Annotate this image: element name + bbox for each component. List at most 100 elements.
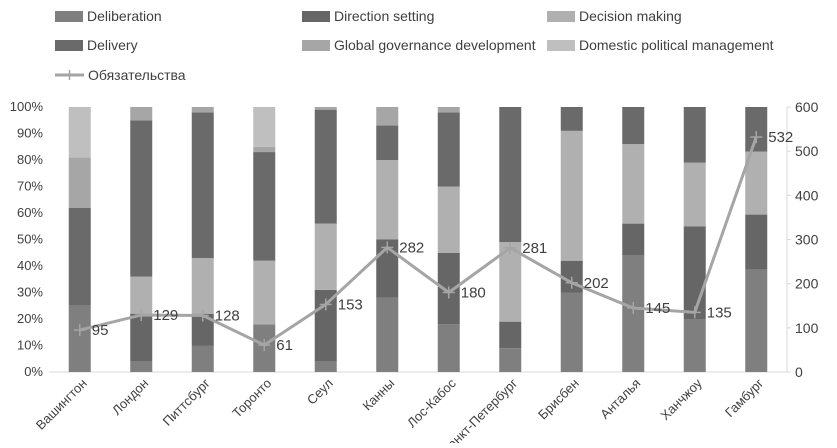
y-left-tick-label: 0% xyxy=(24,364,43,379)
line-point xyxy=(196,309,209,322)
legend-item: Domestic political management xyxy=(547,37,774,53)
legend-item: Delivery xyxy=(55,37,138,53)
bar-segment xyxy=(437,112,460,187)
line-point xyxy=(73,324,86,337)
legend-item-line: Обязательства xyxy=(55,67,186,83)
bar-segment xyxy=(130,276,153,314)
line-data-label: 153 xyxy=(338,296,363,313)
bar-segment xyxy=(130,120,153,277)
legend-label: Decision making xyxy=(579,8,682,24)
bar-segment xyxy=(376,160,399,240)
bar-segment xyxy=(314,109,337,224)
line-series xyxy=(73,131,763,352)
line-data-label: 532 xyxy=(768,129,793,146)
y-left-tick-label: 60% xyxy=(17,205,43,220)
bar-segment xyxy=(499,348,522,372)
line-point xyxy=(627,301,640,314)
y-left-tick-label: 20% xyxy=(17,311,43,326)
y-left-tick-label: 90% xyxy=(17,126,43,141)
bar-segment xyxy=(745,269,768,372)
bar-segment xyxy=(560,292,583,372)
legend: Deliberation Direction setting Decision ma… xyxy=(55,8,774,83)
bar-segment xyxy=(68,157,91,208)
bar-segment xyxy=(622,107,645,145)
x-tick-label: Гамбург xyxy=(722,375,767,420)
bar-segment xyxy=(191,107,214,113)
y-left-tick-label: 40% xyxy=(17,258,43,273)
y-right-tick-label: 300 xyxy=(795,232,819,248)
x-tick-label: Лос-Кабос xyxy=(404,375,459,430)
bar-segment xyxy=(68,207,91,306)
y-left-tick-label: 30% xyxy=(17,285,43,300)
bar-segment xyxy=(437,324,460,372)
y-left-tick-label: 70% xyxy=(17,179,43,194)
bar-segment xyxy=(437,186,460,253)
bar-segment xyxy=(499,242,522,322)
bar-segment xyxy=(191,313,214,346)
line-point xyxy=(442,286,455,299)
y-right-tick-label: 200 xyxy=(795,276,819,292)
bar-segment xyxy=(376,297,399,372)
x-tick-label: Торонто xyxy=(229,376,274,421)
line-point xyxy=(381,241,394,254)
y-right-tick-label: 0 xyxy=(795,364,803,380)
legend-item: Deliberation xyxy=(55,8,162,24)
line-data-label: 61 xyxy=(276,337,293,354)
bar-segment xyxy=(437,107,460,113)
line-point xyxy=(565,276,578,289)
y-left-tick-label: 10% xyxy=(17,338,43,353)
line-data-label: 128 xyxy=(215,307,240,324)
line-point xyxy=(135,309,148,322)
bar-segment xyxy=(499,107,522,243)
bar-segment xyxy=(314,361,337,372)
bar-segment xyxy=(745,107,768,152)
x-tick-label: Ханчжоу xyxy=(657,375,705,423)
bar-segment xyxy=(499,321,522,349)
legend-label: Domestic political management xyxy=(579,37,774,53)
x-tick-label: Брисбен xyxy=(535,376,582,423)
y-right-tick-label: 100 xyxy=(795,320,819,336)
bar-segment xyxy=(376,107,399,126)
line-point xyxy=(750,131,763,144)
data-labels: 95 129 128 61 153 282 180 281 202 145 135 532 xyxy=(92,129,794,354)
legend-label: Обязательства xyxy=(88,67,186,83)
bar-segment xyxy=(191,345,214,372)
x-tick-label: Сеул xyxy=(304,376,336,408)
y-right-tick-label: 400 xyxy=(795,187,819,203)
line-data-label: 95 xyxy=(92,322,109,339)
bar-segment xyxy=(191,112,214,259)
legend-item: Global governance development xyxy=(302,37,536,53)
legend-label: Global governance development xyxy=(334,37,536,53)
legend-swatch xyxy=(302,40,330,51)
legend-label: Direction setting xyxy=(334,8,434,24)
bar-segment xyxy=(68,305,91,372)
x-tick-label: Канны xyxy=(360,376,398,414)
legend-item: Decision making xyxy=(547,8,682,24)
bar-segment xyxy=(314,107,337,110)
bar-segment xyxy=(683,162,706,227)
line-data-label: 135 xyxy=(707,304,732,321)
line-point xyxy=(504,241,517,254)
y-left-tick-label: 80% xyxy=(17,152,43,167)
legend-swatch xyxy=(547,11,575,22)
bar-segment xyxy=(68,107,91,158)
legend-swatch xyxy=(55,11,83,22)
x-tick-label: Вашингтон xyxy=(33,376,90,433)
x-tick-label: Лондон xyxy=(109,376,151,418)
line-data-label: 145 xyxy=(645,300,670,317)
bar-segment xyxy=(622,223,645,256)
legend-label: Deliberation xyxy=(87,8,162,24)
line-data-label: 281 xyxy=(522,240,547,257)
legend-item: Direction setting xyxy=(302,8,434,24)
y-left-tick-label: 50% xyxy=(17,232,43,247)
x-tick-label: Питтсбург xyxy=(160,375,213,428)
legend-swatch xyxy=(547,40,575,51)
line-data-label: 282 xyxy=(399,239,424,256)
bar-segment xyxy=(253,152,276,261)
line-point xyxy=(688,306,701,319)
x-tick-label: Анталья xyxy=(597,376,643,422)
bar-segment xyxy=(314,223,337,290)
bar-segment xyxy=(130,107,153,121)
